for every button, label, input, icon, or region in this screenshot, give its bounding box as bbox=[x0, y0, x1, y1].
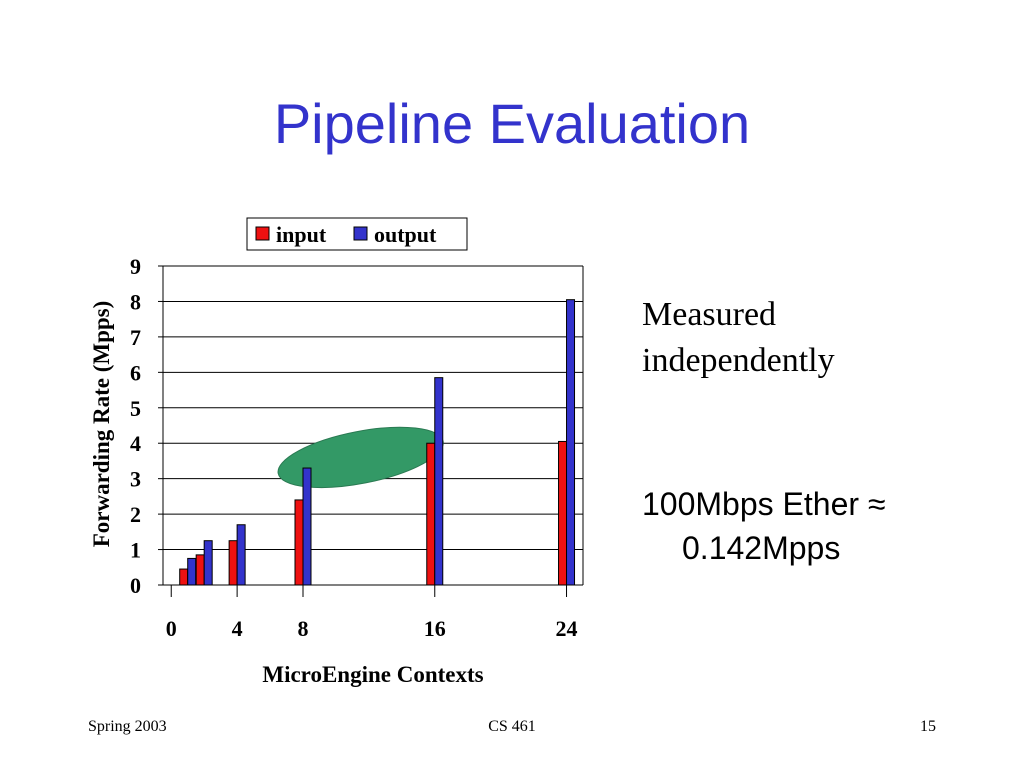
y-tick-label: 3 bbox=[130, 467, 141, 492]
output-bar bbox=[302, 467, 312, 586]
input-bar bbox=[179, 568, 189, 586]
output-bar bbox=[566, 299, 576, 586]
legend-swatch-input bbox=[255, 226, 270, 241]
highlight-ellipse bbox=[277, 426, 444, 489]
y-tick-label: 8 bbox=[130, 289, 141, 314]
output-bar bbox=[434, 377, 444, 586]
footer-date: Spring 2003 bbox=[88, 718, 167, 735]
x-tick-label: 16 bbox=[424, 616, 446, 641]
y-tick-label: 7 bbox=[130, 325, 141, 350]
footer-course: CS 461 bbox=[488, 718, 536, 735]
measured-note: Measured independently bbox=[642, 292, 835, 384]
y-tick-label: 0 bbox=[130, 573, 141, 598]
input-bar bbox=[195, 554, 205, 586]
legend-label-output: output bbox=[374, 222, 437, 247]
input-bar bbox=[426, 442, 436, 586]
input-bar bbox=[228, 540, 238, 586]
note-line-2: independently bbox=[642, 342, 835, 379]
y-tick-label: 6 bbox=[130, 360, 141, 385]
y-tick-label: 2 bbox=[130, 502, 141, 527]
y-tick-label: 1 bbox=[130, 538, 141, 563]
footer-page-number: 15 bbox=[920, 718, 936, 735]
y-axis-label: Forwarding Rate (Mpps) bbox=[89, 301, 114, 548]
input-bar bbox=[294, 499, 304, 586]
output-bar bbox=[203, 540, 213, 586]
y-tick-label: 9 bbox=[130, 254, 141, 279]
y-tick-label: 4 bbox=[130, 431, 141, 456]
slide-title: Pipeline Evaluation bbox=[273, 92, 751, 155]
x-tick-label: 24 bbox=[556, 616, 578, 641]
conversion-line-1: 100Mbps Ether ≈ bbox=[642, 486, 886, 522]
output-bar bbox=[187, 557, 197, 586]
output-bar bbox=[236, 524, 246, 586]
conversion-note: 100Mbps Ether ≈ 0.142Mpps bbox=[642, 482, 885, 570]
legend-swatch-output bbox=[353, 226, 368, 241]
input-bar bbox=[558, 440, 568, 586]
x-tick-label: 8 bbox=[298, 616, 309, 641]
chart-annotation bbox=[277, 426, 444, 489]
conversion-line-2: 0.142Mpps bbox=[682, 530, 841, 566]
chart-tick-labels: 0 1 2 3 4 5 6 7 8 9 0 4 8 16 24 bbox=[130, 254, 578, 641]
legend-label-input: input bbox=[276, 222, 327, 247]
x-axis-label: MicroEngine Contexts bbox=[262, 662, 483, 687]
y-tick-label: 5 bbox=[130, 396, 141, 421]
x-tick-label: 4 bbox=[232, 616, 243, 641]
x-tick-label: 0 bbox=[166, 616, 177, 641]
note-line-1: Measured bbox=[642, 296, 777, 333]
chart-gridlines bbox=[163, 265, 583, 586]
chart-legend: input output bbox=[246, 217, 468, 251]
chart-axes bbox=[158, 265, 584, 597]
